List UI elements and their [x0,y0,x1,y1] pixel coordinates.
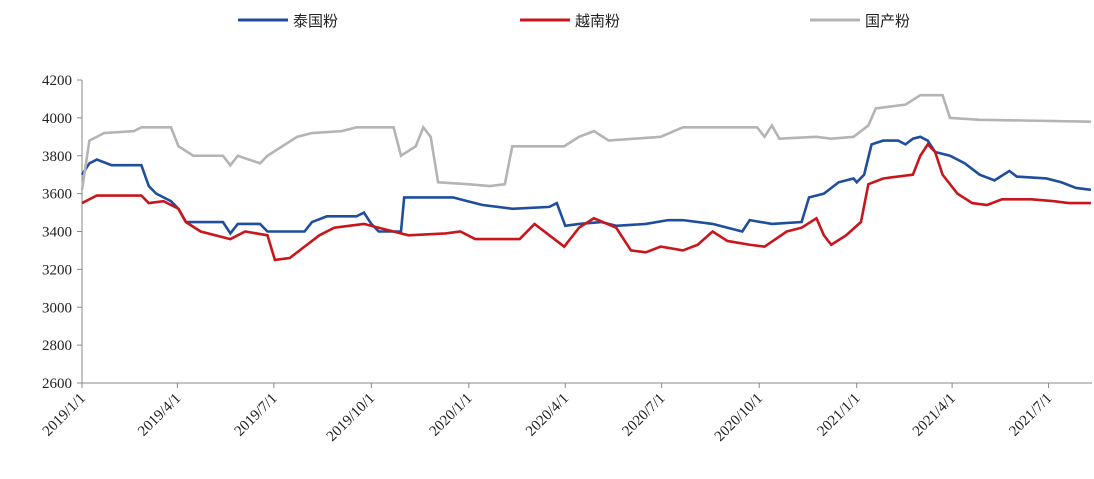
y-tick-label: 2800 [42,338,72,354]
y-tick-label: 3800 [42,149,72,165]
y-tick-label: 3600 [42,187,72,203]
x-tick-label: 2019/4/1 [135,391,184,440]
x-tick-label: 2020/7/1 [620,391,669,440]
legend-label: 越南粉 [575,12,620,30]
line-series [81,142,1091,262]
legend-label: 国产粉 [865,12,910,30]
y-tick-label: 2600 [42,376,72,392]
y-tick-label: 3400 [42,225,72,241]
x-tick-label: 2019/10/1 [324,391,378,445]
y-tick-label: 3000 [42,300,72,316]
legend-label: 泰国粉 [293,12,338,30]
x-tick-label: 2021/1/1 [815,391,864,440]
x-tick-label: 2019/7/1 [232,391,281,440]
y-tick-label: 4200 [42,73,72,89]
line-series [80,135,1092,236]
x-tick-label: 2020/1/1 [427,391,476,440]
y-tick-label: 4000 [42,111,72,127]
x-tick-label: 2021/4/1 [910,391,959,440]
x-tick-label: 2019/1/1 [40,391,89,440]
x-tick-label: 2020/10/1 [712,391,766,445]
y-tick-label: 3200 [42,262,72,278]
line-series [80,93,1091,191]
x-tick-label: 2021/7/1 [1006,391,1055,440]
x-tick-label: 2020/4/1 [523,391,572,440]
